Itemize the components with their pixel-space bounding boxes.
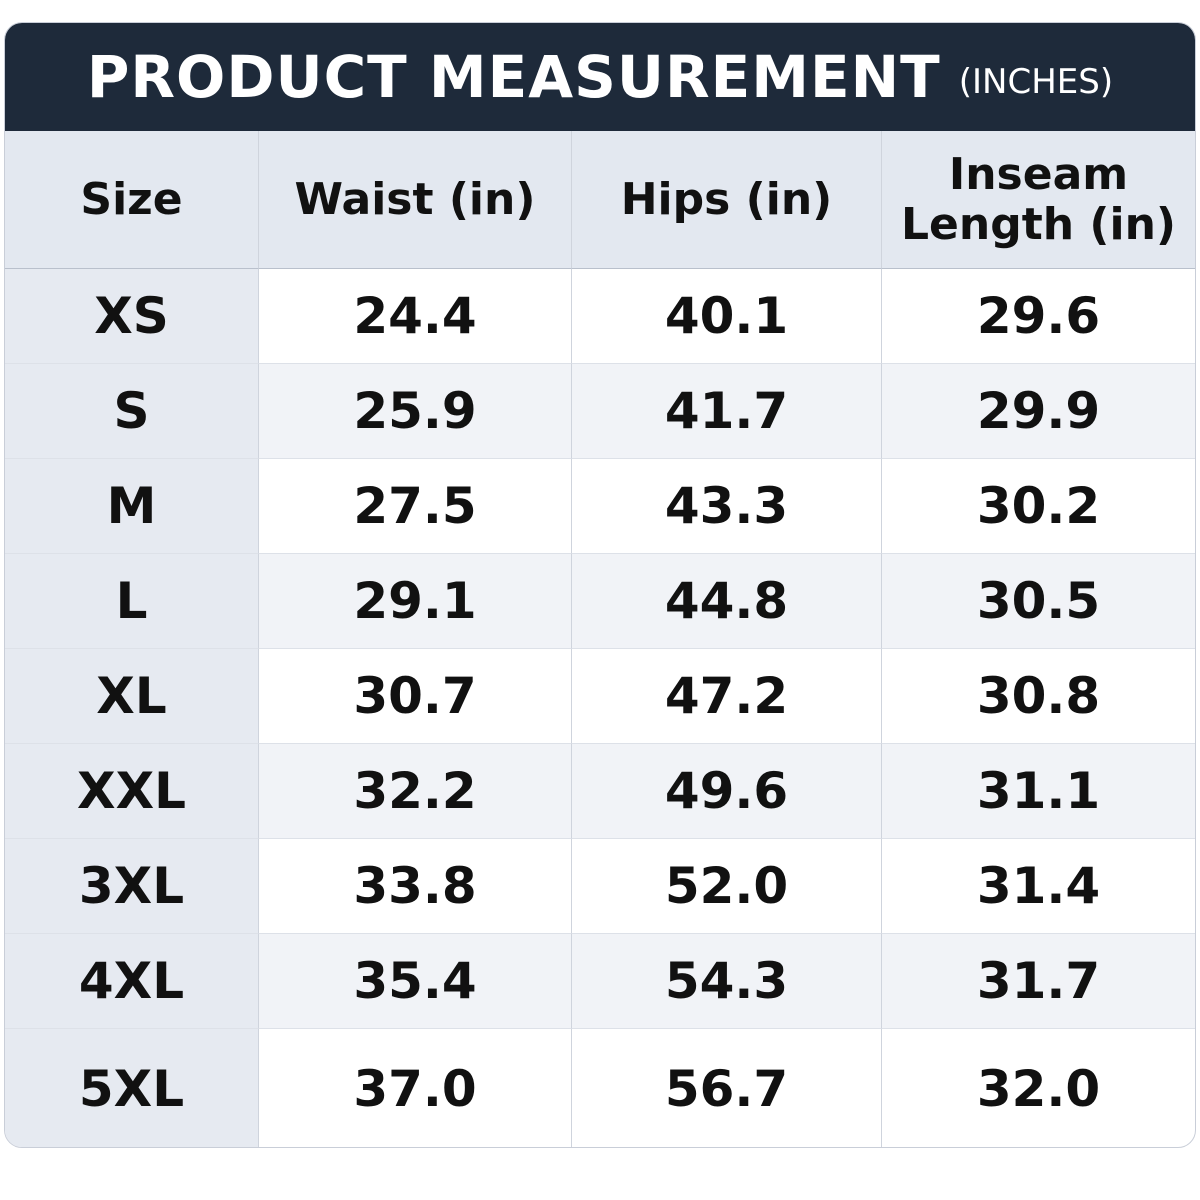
measurement-value: 52.0 xyxy=(572,839,882,934)
header-bar: PRODUCT MEASUREMENT (INCHES) xyxy=(5,23,1195,131)
size-label: M xyxy=(5,459,259,554)
measurement-value: 37.0 xyxy=(259,1029,572,1147)
measurement-value: 29.1 xyxy=(259,554,572,649)
measurement-value: 49.6 xyxy=(572,744,882,839)
measurement-value: 54.3 xyxy=(572,934,882,1029)
measurement-value: 24.4 xyxy=(259,269,572,364)
column-header: Inseam Length (in) xyxy=(882,131,1195,269)
measurement-value: 56.7 xyxy=(572,1029,882,1147)
measurement-value: 31.7 xyxy=(882,934,1195,1029)
column-header: Size xyxy=(5,131,259,269)
measurement-value: 25.9 xyxy=(259,364,572,459)
title: PRODUCT MEASUREMENT xyxy=(86,43,941,111)
size-label: XXL xyxy=(5,744,259,839)
size-label: 5XL xyxy=(5,1029,259,1147)
measurement-value: 30.7 xyxy=(259,649,572,744)
size-label: 3XL xyxy=(5,839,259,934)
measurement-value: 47.2 xyxy=(572,649,882,744)
size-label: L xyxy=(5,554,259,649)
measurement-value: 41.7 xyxy=(572,364,882,459)
measurement-value: 40.1 xyxy=(572,269,882,364)
measurement-value: 30.5 xyxy=(882,554,1195,649)
measurement-value: 29.6 xyxy=(882,269,1195,364)
size-label: XL xyxy=(5,649,259,744)
measurement-value: 44.8 xyxy=(572,554,882,649)
measurement-value: 31.4 xyxy=(882,839,1195,934)
column-header: Waist (in) xyxy=(259,131,572,269)
size-label: S xyxy=(5,364,259,459)
size-label: XS xyxy=(5,269,259,364)
measurement-value: 43.3 xyxy=(572,459,882,554)
measurement-value: 29.9 xyxy=(882,364,1195,459)
measurement-value: 35.4 xyxy=(259,934,572,1029)
measurement-value: 30.8 xyxy=(882,649,1195,744)
size-label: 4XL xyxy=(5,934,259,1029)
measurement-value: 33.8 xyxy=(259,839,572,934)
column-header: Hips (in) xyxy=(572,131,882,269)
measurement-value: 32.2 xyxy=(259,744,572,839)
size-table: Size Waist (in) Hips (in) Inseam Length (in… xyxy=(5,131,1195,1147)
measurement-card: PRODUCT MEASUREMENT (INCHES) Size Waist (… xyxy=(4,22,1196,1148)
measurement-value: 31.1 xyxy=(882,744,1195,839)
unit-label: (INCHES) xyxy=(958,62,1114,102)
measurement-value: 30.2 xyxy=(882,459,1195,554)
measurement-value: 27.5 xyxy=(259,459,572,554)
measurement-value: 32.0 xyxy=(882,1029,1195,1147)
